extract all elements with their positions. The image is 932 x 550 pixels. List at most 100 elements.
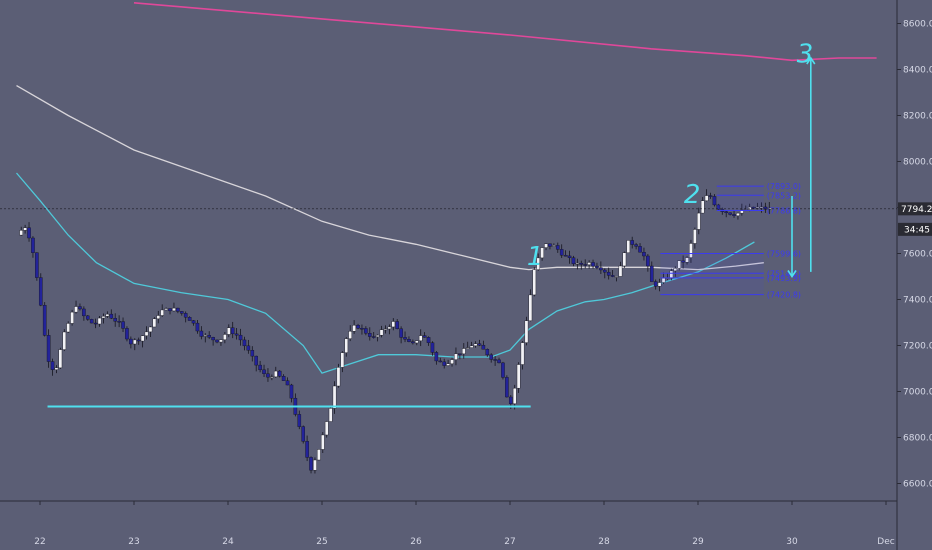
- arrow-head: [787, 270, 797, 278]
- plot-area[interactable]: [0, 0, 897, 520]
- candle-body: [93, 322, 98, 325]
- candle-body: [367, 333, 372, 337]
- candle-body: [575, 262, 580, 265]
- candle-body: [673, 268, 678, 272]
- candle-body: [677, 260, 681, 269]
- series-line-2: [16, 85, 764, 271]
- price-tick-label: 7400.0: [903, 296, 932, 306]
- candle-body: [759, 206, 764, 209]
- candle-body: [606, 271, 611, 276]
- candle-body: [544, 243, 548, 248]
- candle-body: [430, 342, 435, 353]
- price-tag: 7794.2: [898, 202, 932, 216]
- candle-body: [653, 281, 658, 287]
- time-tick-label: 29: [692, 537, 704, 547]
- candle-body: [414, 340, 419, 344]
- candle-body: [156, 315, 161, 320]
- price-tick-label: 6600.0: [903, 480, 932, 490]
- price-axis[interactable]: 6600.06800.07000.07200.07400.07600.07800…: [897, 20, 932, 490]
- price-tick-label: 8200.0: [903, 112, 932, 122]
- candle-body: [755, 206, 760, 209]
- candle-body: [387, 326, 392, 330]
- candle-body: [46, 335, 51, 362]
- candle-body: [411, 341, 415, 344]
- candle-body: [700, 200, 705, 214]
- candle-body: [305, 441, 309, 458]
- candle-body: [223, 334, 227, 340]
- candle-body: [42, 304, 47, 336]
- candle-body: [313, 459, 317, 471]
- candle-body: [591, 262, 595, 267]
- candle-body: [630, 240, 634, 245]
- candle-body: [512, 387, 517, 404]
- candle-body: [270, 376, 274, 379]
- candle-body: [649, 265, 654, 282]
- candle-body: [183, 313, 188, 318]
- candle-body: [82, 308, 86, 317]
- candle-body: [336, 367, 341, 387]
- candle-body: [555, 245, 560, 250]
- candle-body: [371, 336, 376, 338]
- candle-body: [27, 227, 31, 239]
- time-axis[interactable]: 22 23 24 25 26 27 28 29 30 Dec: [34, 501, 895, 547]
- candle-body: [375, 334, 380, 338]
- candle-body: [693, 229, 697, 244]
- candle-body: [70, 311, 74, 324]
- candle-body: [728, 212, 732, 215]
- candle-body: [113, 318, 117, 322]
- fib-box-2: [660, 253, 764, 295]
- price-tick-label: 8400.0: [903, 66, 932, 76]
- time-tick-label: 27: [504, 537, 515, 547]
- candle-body: [681, 260, 685, 263]
- candle-body: [579, 262, 584, 265]
- candle-body: [524, 320, 529, 343]
- price-tick-label: 8600.0: [903, 20, 932, 30]
- candle-body: [618, 265, 623, 277]
- candle-body: [508, 396, 513, 404]
- candle-body: [136, 339, 141, 342]
- hand-label-3: 3: [797, 40, 814, 70]
- candle-body: [309, 457, 313, 471]
- time-tick-label: 24: [222, 537, 234, 547]
- candle-body: [191, 320, 196, 324]
- candle-body: [234, 333, 239, 336]
- candle-body: [38, 277, 43, 306]
- candle-body: [266, 373, 270, 378]
- candle-body: [132, 339, 137, 345]
- candle-body: [461, 348, 466, 355]
- candle-body: [418, 335, 423, 342]
- candle-body: [516, 364, 521, 389]
- candle-body: [732, 214, 736, 216]
- candle-body: [340, 352, 345, 368]
- candle-body: [332, 385, 337, 409]
- drawings: (7893.0)(7853.2) (7786.8) (7599.6) (7514.5)…: [47, 40, 816, 408]
- countdown-tag: 34:45: [898, 222, 932, 236]
- candle-body: [320, 434, 325, 450]
- candle-body: [74, 306, 78, 313]
- price-tick-label: 7200.0: [903, 342, 932, 352]
- time-tick-label: 25: [316, 537, 327, 547]
- candle-body: [219, 339, 223, 343]
- candle-body: [215, 339, 219, 343]
- candle-body: [407, 339, 411, 342]
- candle-body: [622, 252, 627, 267]
- candle-body: [736, 212, 740, 216]
- time-tick-label: Dec: [877, 537, 894, 547]
- candle-body: [685, 257, 689, 263]
- time-tick-label: 23: [128, 537, 139, 547]
- candle-body: [548, 243, 552, 247]
- candle-body: [352, 325, 356, 332]
- candle-body: [477, 343, 482, 346]
- fib-level-label: (7893.0): [767, 182, 801, 191]
- candle-body: [642, 251, 646, 257]
- candle-body: [532, 269, 537, 296]
- candle-body: [277, 370, 282, 377]
- candle-body: [101, 316, 106, 319]
- candle-body: [179, 311, 184, 314]
- fib-box-1: [716, 186, 764, 211]
- candle-body: [129, 338, 133, 345]
- fib-level-label: (7514.5): [767, 269, 801, 278]
- candle-body: [297, 414, 302, 427]
- candle-body: [348, 331, 353, 339]
